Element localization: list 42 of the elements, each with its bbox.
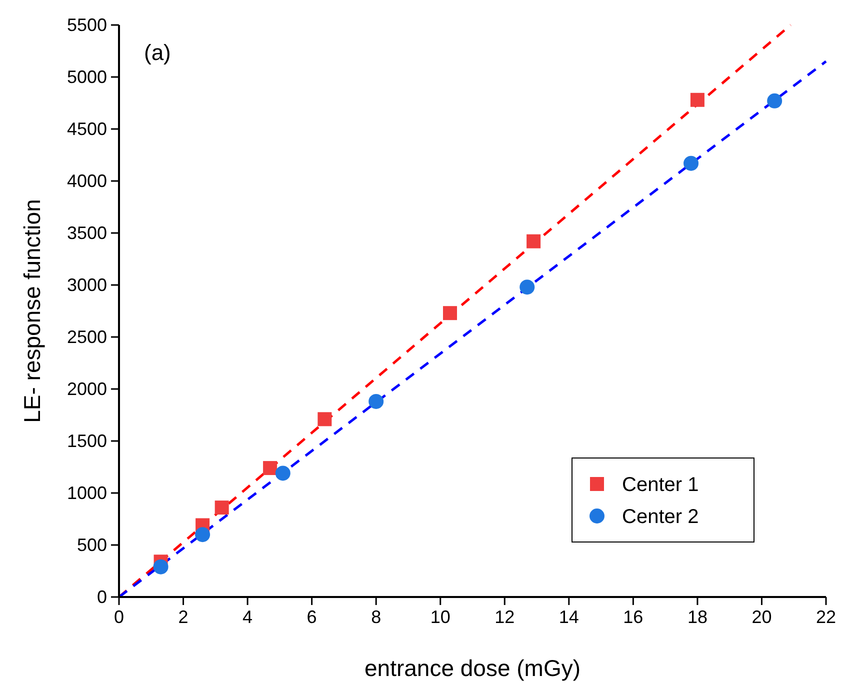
y-tick-label: 3500 xyxy=(66,223,107,243)
x-tick-label: 6 xyxy=(306,607,317,627)
y-axis-title: LE- response function xyxy=(19,199,45,423)
x-axis-title: entrance dose (mGy) xyxy=(364,655,581,681)
x-tick-label: 18 xyxy=(687,607,708,627)
point xyxy=(263,461,278,476)
y-tick-label: 5500 xyxy=(66,15,107,35)
x-tick-label: 12 xyxy=(494,607,515,627)
x-tick-label: 4 xyxy=(242,607,253,627)
x-tick-label: 16 xyxy=(623,607,644,627)
point xyxy=(690,92,704,107)
legend-label: Center 2 xyxy=(622,506,699,528)
x-tick-label: 20 xyxy=(752,607,772,627)
y-tick-label: 0 xyxy=(96,587,107,607)
legend-label: Center 1 xyxy=(622,474,699,496)
x-tick-label: 2 xyxy=(178,607,188,627)
x-tick-label: 14 xyxy=(558,607,579,627)
point xyxy=(214,500,229,515)
x-tick-label: 22 xyxy=(816,607,836,627)
annotation: (a) xyxy=(144,40,171,65)
y-tick-label: 1000 xyxy=(66,483,107,503)
y-tick-label: 4500 xyxy=(66,119,107,139)
x-tick-label: 0 xyxy=(114,607,124,627)
y-tick-label: 2000 xyxy=(66,379,107,399)
point xyxy=(318,412,332,426)
point xyxy=(520,280,535,295)
y-tick-label: 5000 xyxy=(66,67,107,87)
y-tick-label: 2500 xyxy=(66,327,107,347)
y-tick-label: 4000 xyxy=(66,171,107,191)
point xyxy=(368,394,384,409)
x-tick-label: 8 xyxy=(371,607,382,627)
point xyxy=(195,527,210,542)
point xyxy=(767,93,782,108)
point xyxy=(275,466,290,481)
y-tick-label: 1500 xyxy=(66,431,107,451)
point xyxy=(526,234,541,248)
y-tick-label: 500 xyxy=(76,535,107,555)
y-tick-label: 3000 xyxy=(66,275,107,295)
x-tick-label: 10 xyxy=(430,607,450,627)
point xyxy=(153,559,168,574)
point xyxy=(684,156,699,171)
point xyxy=(443,306,458,320)
